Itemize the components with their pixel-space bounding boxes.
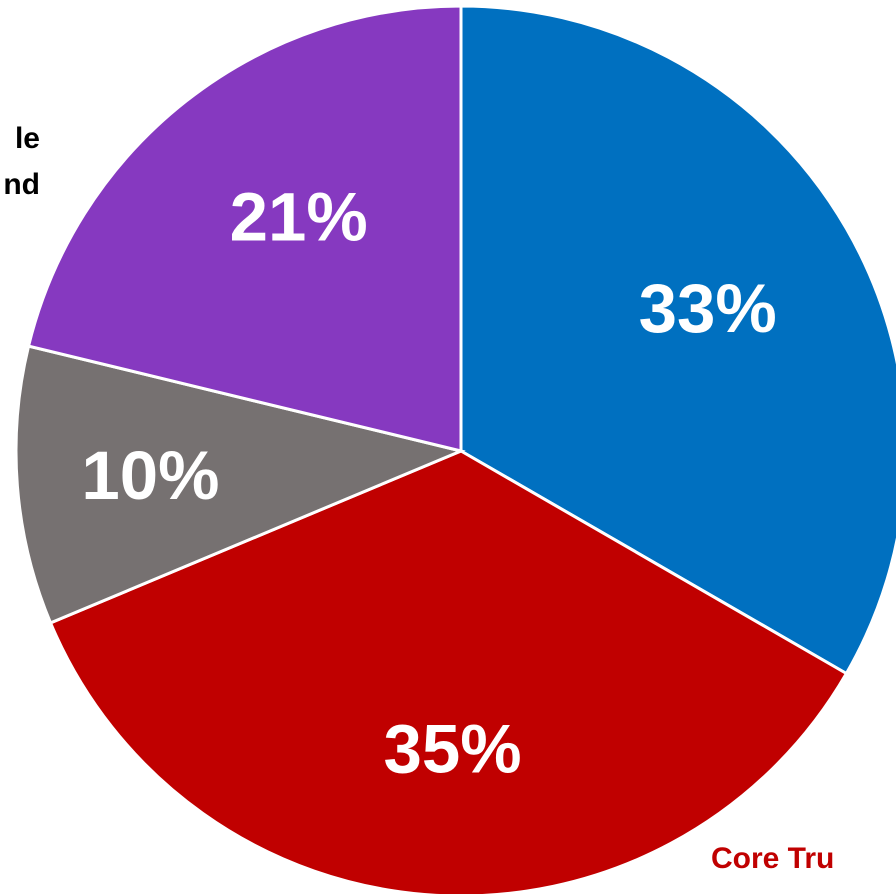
category-label: Core Tru — [711, 842, 834, 875]
pie-slice-21pct — [26, 4, 463, 453]
percent-labels-layer: 33% 35% 10% 21% — [81, 178, 776, 787]
category-label: nd — [3, 168, 40, 201]
slice-value-label: 21% — [230, 178, 368, 255]
slice-value-label: 33% — [639, 270, 777, 347]
category-label: le — [15, 122, 40, 155]
category-labels-layer: Core Tru le nd — [3, 122, 834, 875]
pie-slice-35pct — [48, 449, 849, 894]
pie-slice-33pct — [459, 4, 896, 676]
slice-value-label: 10% — [81, 437, 219, 514]
slice-value-label: 35% — [383, 711, 521, 788]
pie-slice-10pct — [14, 344, 466, 625]
slices-layer — [14, 4, 896, 894]
